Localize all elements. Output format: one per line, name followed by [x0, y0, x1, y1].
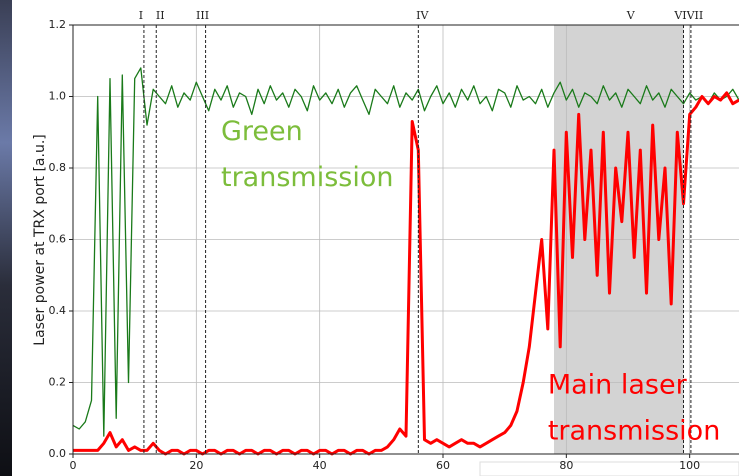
x-tick-label: 0 [70, 459, 77, 472]
x-tick-label: 20 [189, 459, 203, 472]
annotation: transmission [548, 416, 720, 447]
annotation: Green [221, 116, 303, 147]
y-tick-label: 0.2 [49, 376, 67, 389]
y-tick-label: 0.4 [49, 304, 67, 317]
y-tick-label: 0.8 [49, 161, 67, 174]
region-label: V [626, 9, 636, 22]
y-axis-label: Laser power at TRX port [a.u.] [32, 134, 48, 345]
x-tick-label: 80 [559, 459, 573, 472]
marker-label: VII [686, 9, 704, 22]
photo-strip [0, 0, 12, 476]
y-tick-label: 0.6 [49, 233, 67, 246]
y-tick-label: 1.2 [49, 18, 67, 31]
x-tick-label: 100 [679, 459, 700, 472]
marker-label: III [196, 9, 209, 22]
y-tick-label: 1.0 [49, 90, 67, 103]
annotation: Main laser [548, 370, 688, 401]
marker-label: VI [673, 9, 686, 22]
x-tick-label: 40 [313, 459, 327, 472]
marker-label: II [156, 9, 165, 22]
marker-label: IV [416, 9, 429, 22]
y-tick-label: 0.0 [49, 447, 67, 460]
marker-label: I [139, 9, 143, 22]
annotation: transmission [221, 162, 393, 193]
x-tick-label: 60 [436, 459, 450, 472]
chart: Laser power at TRX port [a.u.] V 0.0 0.2 0.… [0, 0, 739, 476]
